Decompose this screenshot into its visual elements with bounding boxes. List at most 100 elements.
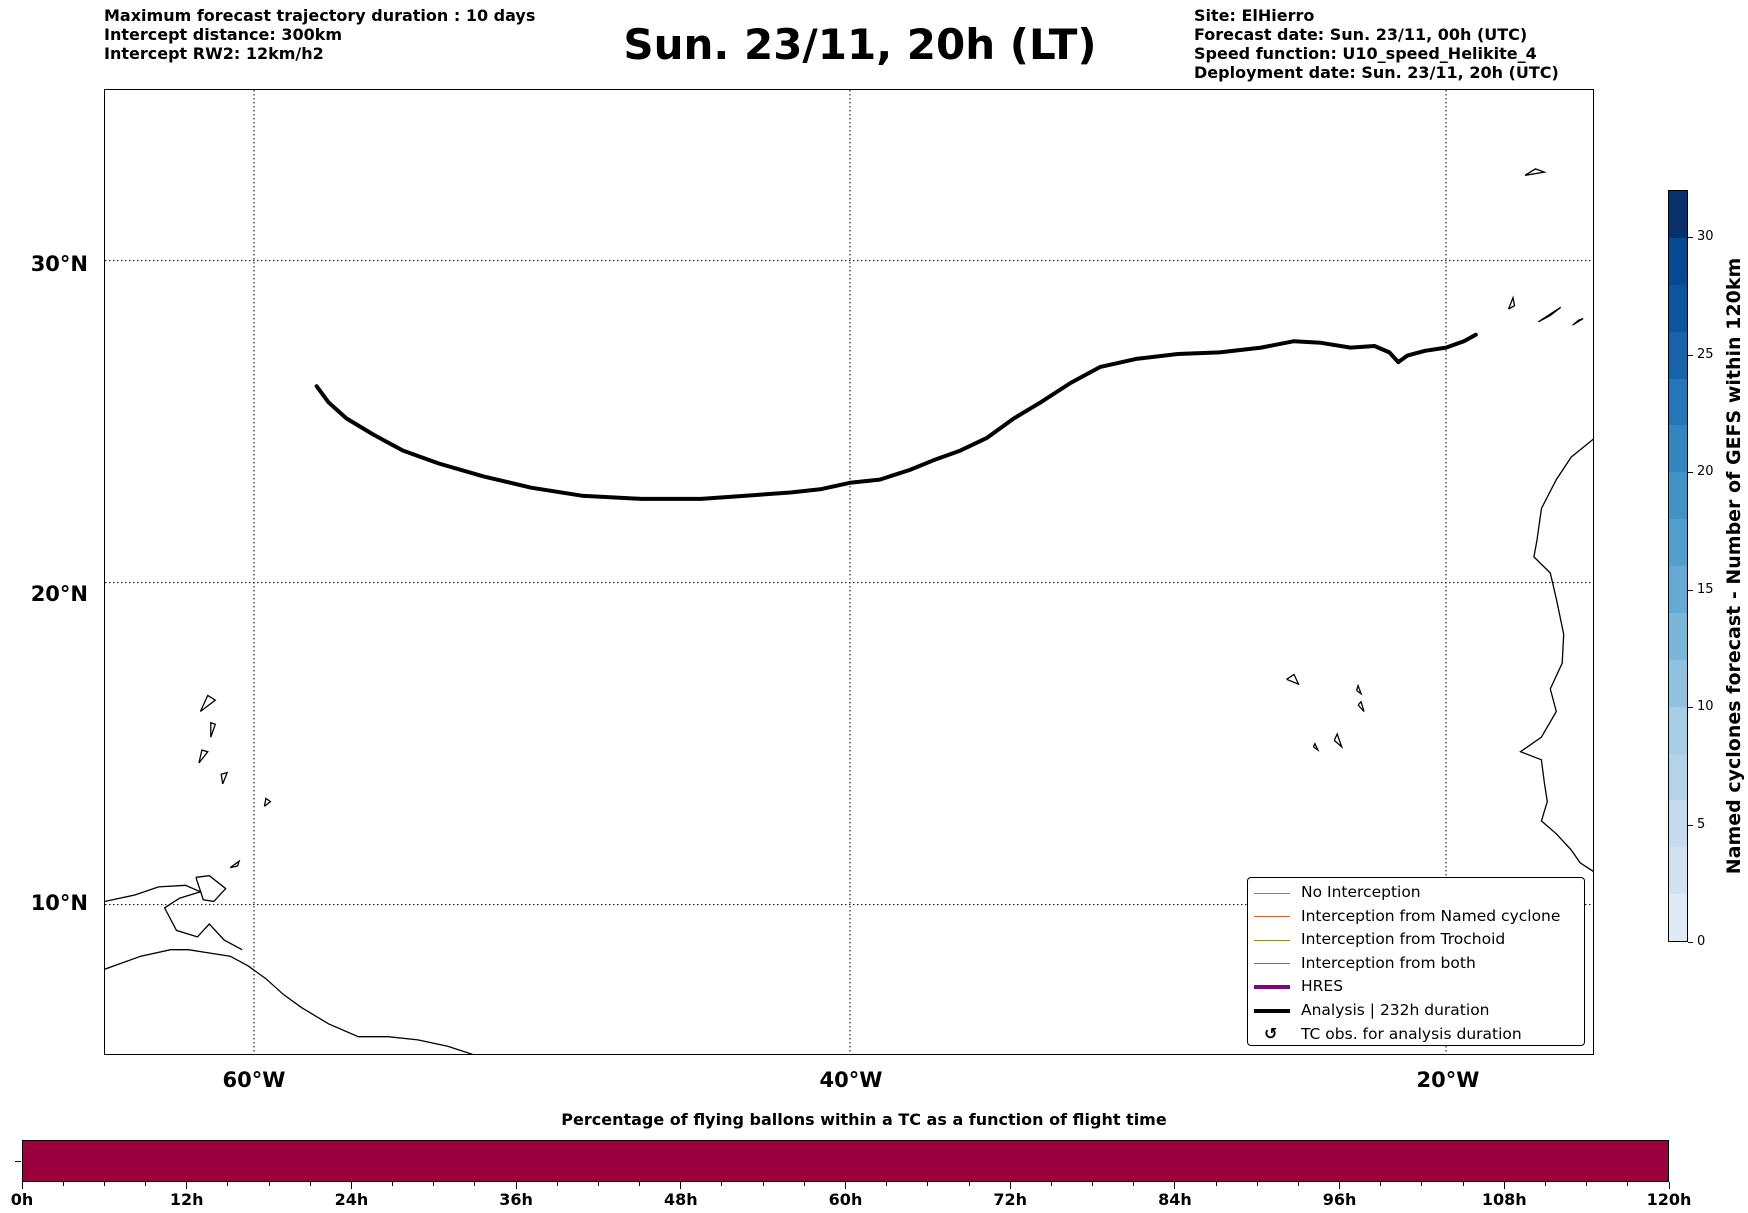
timeline-tick [680,1182,682,1189]
map-canvas[interactable] [105,90,1594,1055]
colorbar-band [1669,331,1687,379]
timeline-bar [22,1140,1669,1182]
legend-label: Analysis | 232h duration [1301,1000,1490,1019]
coastline [1333,732,1344,750]
colorbar-band [1669,378,1687,426]
max-duration-text: Maximum forecast trajectory duration : 1… [104,6,536,25]
colorbar-tick [1688,472,1693,473]
timeline-tick [968,1182,970,1186]
coastline [1524,168,1547,176]
timeline-tick [1092,1182,1094,1186]
timeline-tick-label: 72h [993,1190,1028,1209]
colorbar-title: Named cyclones forecast - Number of GEFS… [1723,257,1745,875]
lon-label-40w: 40°W [819,1068,883,1092]
timeline-tick [597,1182,599,1186]
timeline-tick [1668,1182,1670,1189]
coastline [1355,683,1363,696]
hurricane-icon: ↺ [1264,1023,1278,1043]
coastline [199,694,217,713]
timeline-tick [474,1182,476,1186]
colorbar-tick-label: 0 [1697,934,1706,949]
coastline [195,875,227,903]
coastline [220,771,229,785]
colorbar-band [1669,518,1687,566]
timeline-tick-label: 108h [1481,1190,1527,1209]
timeline-tick [350,1182,352,1189]
legend-swatch-olive [1254,939,1290,941]
timeline-tick [1503,1182,1505,1189]
timeline-tick-label: 0h [10,1190,34,1209]
colorbar-band [1669,565,1687,613]
timeline-tick [392,1182,394,1186]
timeline-tick-label: 12h [169,1190,204,1209]
colorbar-tick [1688,824,1693,826]
coastline [210,721,217,738]
timeline-tick [21,1182,23,1189]
timeline-tick-label: 48h [663,1190,698,1209]
timeline-tick [886,1182,888,1186]
legend-label: Interception from Named cyclone [1301,906,1561,925]
map-title: Sun. 23/11, 20h (LT) [623,20,1097,69]
colorbar-band [1669,424,1687,473]
legend-swatch-purple [1254,985,1290,990]
map-legend: No Interception Interception from Named … [1247,877,1585,1046]
legend-item-named-cyclone: Interception from Named cyclone [1248,906,1584,930]
timeline-tick [1380,1182,1382,1186]
timeline-tick [433,1182,435,1186]
colorbar-band [1669,753,1687,801]
colorbar-tick-label: 10 [1697,699,1714,714]
timeline-tick [556,1182,558,1186]
coastlines [105,168,1593,1054]
site-text: Site: ElHierro [1194,6,1315,25]
timeline-tick [1462,1182,1464,1186]
timeline-tick [721,1182,723,1186]
trajectory-layer [314,332,1478,501]
timeline-tick [1050,1182,1052,1186]
colorbar-tick [1688,942,1693,943]
timeline-tick-label: 36h [499,1190,533,1209]
timeline-tick [309,1182,311,1186]
colorbar-tick [1688,707,1693,708]
legend-item-tc-obs: ↺ TC obs. for analysis duration [1248,1024,1584,1048]
legend-label: Interception from Trochoid [1301,930,1506,949]
colorbar-band [1669,237,1687,285]
timeline-tick [62,1182,64,1186]
colorbar-band [1669,706,1687,754]
analysis-trajectory[interactable] [314,332,1478,501]
colorbar-tick [1688,354,1693,356]
legend-label: HRES [1301,977,1344,996]
header-left-info: Maximum forecast trajectory duration : 1… [104,6,535,63]
legend-swatch-green [1254,963,1290,965]
timeline-tick [1421,1182,1423,1186]
colorbar-tick-label: 30 [1697,229,1714,244]
lat-label-10n: 10°N [30,891,88,915]
timeline-tick [103,1182,105,1186]
legend-label: TC obs. for analysis duration [1301,1024,1522,1043]
intercept-distance-text: Intercept distance: 300km [104,25,343,44]
colorbar-tick-label: 5 [1697,816,1706,832]
timeline-tick [1586,1182,1588,1186]
colorbar-tick-label: 15 [1697,581,1714,597]
timeline-tick [1174,1182,1176,1189]
timeline-tick [1339,1182,1341,1189]
timeline-tick [515,1182,517,1189]
timeline-tick-label: 24h [334,1190,369,1209]
coastline [1312,742,1320,753]
colorbar-tick-label: 20 [1697,464,1714,479]
timeline-tick [227,1182,229,1186]
timeline-tick [186,1182,188,1189]
timeline-title: Percentage of flying ballons within a TC… [561,1110,1167,1129]
legend-label: Interception from both [1301,953,1476,972]
colorbar-band [1669,846,1687,895]
colorbar-band [1669,659,1687,707]
legend-item-both: Interception from both [1248,953,1584,977]
timeline-tick [1297,1182,1299,1186]
coastline [105,949,474,1054]
colorbar-band [1669,284,1687,332]
timeline-tick [1215,1182,1217,1186]
speed-function-text: Speed function: U10_speed_Helikite_4 [1194,44,1537,63]
coastline [229,859,241,869]
timeline-tick [803,1182,805,1186]
timeline-tick-label: 60h [828,1190,863,1209]
legend-item-no-interception: No Interception [1248,882,1584,906]
